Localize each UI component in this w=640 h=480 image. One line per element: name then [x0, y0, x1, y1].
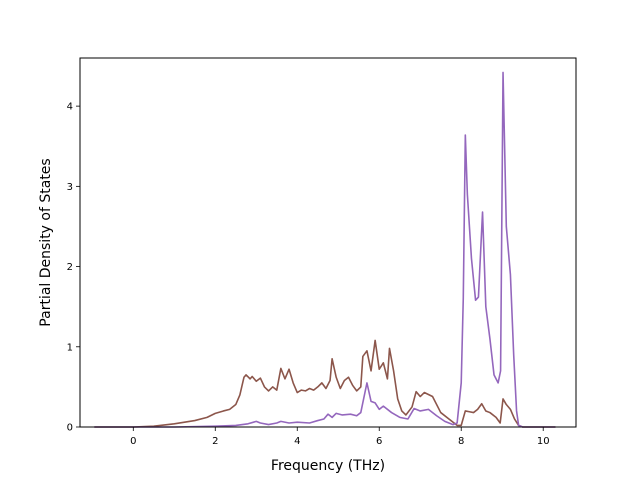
x-tick-label: 0	[130, 436, 136, 447]
y-axis-label: Partial Density of States	[38, 158, 54, 326]
y-tick-label: 1	[67, 342, 73, 353]
y-tick-label: 3	[67, 182, 73, 193]
y-tick-label: 0	[67, 423, 73, 434]
x-tick-label: 10	[537, 436, 550, 447]
x-tick-label: 4	[294, 436, 300, 447]
x-axis-ticks: 0 2 4 6 8 10	[130, 427, 550, 447]
series-layer	[94, 71, 556, 428]
y-tick-label: 4	[67, 102, 73, 113]
x-tick-label: 8	[458, 436, 464, 447]
series-line-2	[94, 71, 556, 428]
y-tick-label: 2	[67, 262, 73, 273]
y-axis-ticks: 0 1 2 3 4	[67, 102, 80, 434]
x-tick-label: 2	[212, 436, 218, 447]
x-tick-label: 6	[376, 436, 382, 447]
series-line-1	[94, 339, 556, 428]
x-axis-label: Frequency (THz)	[271, 458, 385, 474]
plot-frame	[79, 57, 577, 428]
